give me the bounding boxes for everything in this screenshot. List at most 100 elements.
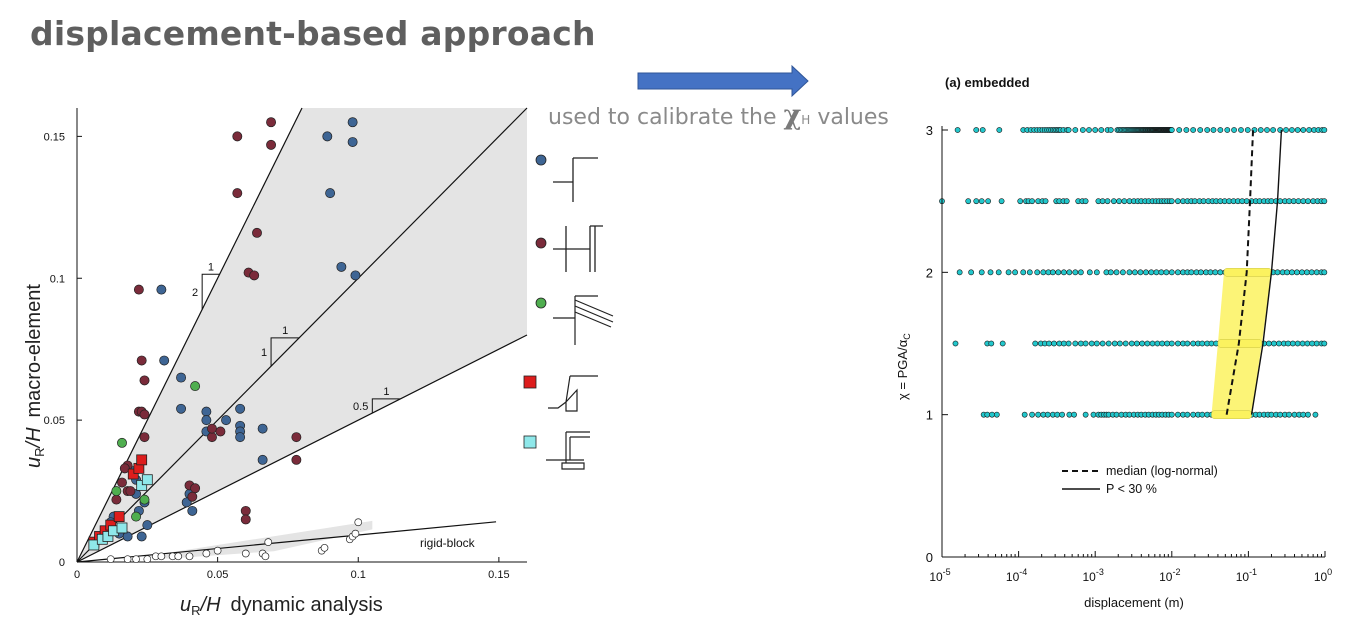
data-point: [1065, 127, 1072, 133]
data-point: [1072, 269, 1079, 276]
data-point: [1044, 411, 1051, 418]
data-point: [1066, 269, 1073, 276]
data-point: [1093, 340, 1100, 347]
data-point-circle: [207, 432, 217, 443]
data-point: [1137, 269, 1144, 276]
data-point: [1065, 340, 1072, 347]
data-point: [1049, 269, 1056, 276]
data-point: [1090, 411, 1097, 418]
x-tick-label: 0.05: [207, 569, 228, 581]
rigid-block-label: rigid-block: [420, 536, 476, 550]
legend: median (log-normal) P < 30 %: [1062, 464, 1218, 496]
data-point: [1079, 127, 1086, 133]
data-point: [1200, 198, 1207, 205]
data-point: [973, 127, 980, 133]
data-point: [1190, 127, 1197, 133]
data-point-circle: [131, 511, 142, 522]
data-point: [1168, 411, 1175, 418]
data-point: [1029, 411, 1035, 418]
data-point: [1217, 269, 1224, 276]
data-point-square: [88, 539, 100, 551]
data-point: [1159, 340, 1166, 347]
highlight-bar: [1223, 268, 1272, 277]
data-point-circle: [252, 227, 262, 238]
data-point: [1207, 269, 1214, 276]
data-point-circle: [139, 375, 150, 386]
data-point-circle: [354, 518, 363, 527]
data-point: [1295, 198, 1302, 205]
line-slope-2: [76, 107, 303, 563]
x-tick-label: 0: [74, 569, 80, 581]
data-point: [1034, 269, 1041, 276]
data-point: [1082, 198, 1089, 205]
data-point: [1054, 411, 1061, 418]
y-tick-label: 0.15: [44, 131, 65, 143]
highlight-bar: [1211, 410, 1252, 419]
data-point: [1299, 340, 1306, 347]
data-point: [1299, 269, 1305, 276]
data-point: [1029, 198, 1035, 205]
data-point: [978, 269, 985, 276]
data-point-circle: [117, 437, 127, 448]
legend-label: median (log-normal): [1106, 464, 1218, 478]
data-point: [1143, 269, 1149, 276]
data-point-circle: [176, 372, 187, 383]
data-point-circle: [235, 432, 246, 443]
data-point-circle: [123, 555, 132, 564]
data-point: [1286, 411, 1293, 418]
chi-subscript: H: [801, 113, 811, 127]
data-point: [1174, 411, 1181, 418]
y-tick-label: 2: [926, 265, 933, 280]
line-slope-1: [76, 107, 528, 563]
data-point: [993, 411, 1000, 418]
data-point: [968, 269, 975, 276]
data-point: [1199, 340, 1206, 347]
band-rigid-block: [141, 520, 373, 559]
data-point-circle: [351, 529, 360, 538]
x-axis-title: uR/H dynamic analysis: [180, 594, 383, 618]
data-point-square: [136, 454, 148, 466]
y-tick-label: 1: [926, 408, 933, 423]
data-point: [1168, 198, 1175, 205]
data-point: [1128, 340, 1135, 347]
data-point: [1321, 269, 1328, 276]
data-point-circle: [122, 531, 133, 542]
data-point: [1277, 411, 1284, 418]
data-point-circle: [207, 423, 217, 434]
data-point-circle: [185, 552, 194, 561]
data-point: [1077, 340, 1084, 347]
data-point: [1072, 340, 1079, 347]
data-point-circle: [157, 552, 166, 561]
caption: used to calibrate the χH values: [548, 100, 889, 131]
right-arrow-icon: [637, 64, 809, 98]
data-point: [1086, 127, 1092, 133]
data-point: [1113, 269, 1120, 276]
data-point: [1290, 198, 1297, 205]
data-point: [1021, 411, 1028, 418]
data-point: [1077, 269, 1084, 276]
x-tick-label: 0.1: [351, 569, 366, 581]
data-point: [1126, 269, 1133, 276]
data-point: [1121, 198, 1128, 205]
data-point: [952, 340, 959, 347]
data-point: [1176, 127, 1183, 133]
data-point: [1035, 411, 1042, 418]
data-point: [1312, 411, 1319, 418]
data-point: [984, 411, 991, 418]
data-point: [1168, 340, 1175, 347]
data-point: [998, 198, 1005, 205]
data-point: [1098, 127, 1105, 133]
data-point: [1099, 198, 1106, 205]
data-point: [1092, 127, 1099, 133]
data-point: [1289, 127, 1295, 133]
data-point: [1199, 411, 1206, 418]
data-point-circle: [136, 531, 147, 542]
legend: [523, 154, 614, 470]
data-point: [1306, 127, 1312, 133]
data-point-circle: [176, 403, 187, 414]
y-tick-label: 0.1: [50, 273, 65, 285]
data-point: [1300, 127, 1307, 133]
data-point: [1321, 127, 1328, 133]
data-point: [1270, 127, 1276, 133]
data-point: [1217, 127, 1224, 133]
